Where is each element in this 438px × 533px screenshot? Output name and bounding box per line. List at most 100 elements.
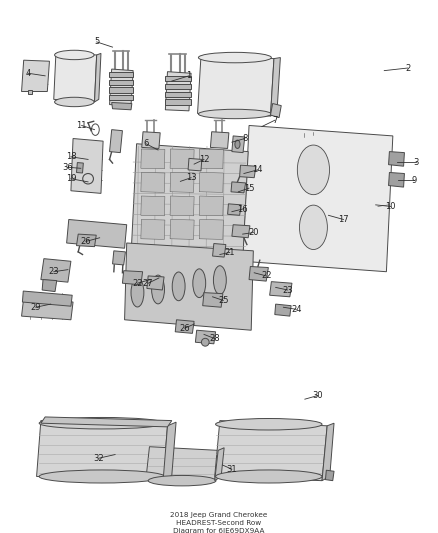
Polygon shape — [54, 53, 97, 102]
Text: 22: 22 — [132, 279, 143, 288]
Polygon shape — [21, 298, 73, 320]
Text: 28: 28 — [209, 334, 220, 343]
Polygon shape — [142, 132, 160, 149]
Ellipse shape — [297, 145, 329, 195]
Ellipse shape — [148, 475, 216, 486]
Polygon shape — [112, 102, 132, 110]
Polygon shape — [141, 196, 165, 216]
Polygon shape — [21, 60, 49, 92]
Polygon shape — [231, 182, 246, 193]
Text: 27: 27 — [143, 279, 153, 288]
Text: 29: 29 — [31, 303, 41, 312]
Text: 30: 30 — [312, 391, 323, 400]
Text: 18: 18 — [66, 152, 76, 161]
Text: 9: 9 — [412, 176, 417, 185]
Polygon shape — [389, 151, 404, 166]
Text: 22: 22 — [261, 271, 272, 280]
Polygon shape — [36, 421, 167, 480]
Polygon shape — [271, 103, 281, 118]
Polygon shape — [71, 139, 103, 193]
Polygon shape — [199, 220, 223, 239]
Ellipse shape — [215, 418, 322, 430]
Text: 5: 5 — [94, 37, 99, 46]
Ellipse shape — [235, 140, 240, 149]
Text: 19: 19 — [66, 174, 76, 183]
Polygon shape — [110, 130, 123, 152]
Polygon shape — [249, 266, 268, 281]
Polygon shape — [41, 259, 71, 282]
Polygon shape — [325, 470, 334, 481]
Polygon shape — [198, 56, 274, 116]
Polygon shape — [170, 196, 194, 216]
Text: 1: 1 — [186, 71, 191, 80]
Text: 31: 31 — [226, 465, 237, 474]
Text: 11: 11 — [76, 121, 87, 130]
Text: 32: 32 — [93, 454, 104, 463]
Ellipse shape — [152, 275, 165, 304]
Text: 6: 6 — [143, 139, 149, 148]
Polygon shape — [170, 220, 194, 239]
Polygon shape — [163, 422, 176, 480]
Polygon shape — [95, 53, 101, 102]
Polygon shape — [240, 165, 256, 177]
Polygon shape — [147, 276, 164, 290]
Polygon shape — [146, 447, 218, 481]
Polygon shape — [188, 158, 202, 171]
Ellipse shape — [193, 269, 206, 297]
Polygon shape — [165, 92, 191, 97]
Polygon shape — [110, 69, 133, 106]
Text: 26: 26 — [81, 237, 91, 246]
Ellipse shape — [198, 52, 272, 63]
Polygon shape — [42, 280, 57, 292]
Ellipse shape — [172, 272, 185, 301]
Text: 3: 3 — [414, 158, 419, 166]
Text: 13: 13 — [186, 173, 196, 182]
Polygon shape — [212, 244, 226, 257]
Polygon shape — [41, 417, 172, 427]
Polygon shape — [141, 173, 165, 192]
Polygon shape — [77, 163, 83, 173]
Text: 26: 26 — [179, 324, 190, 333]
Polygon shape — [67, 220, 127, 248]
Text: 17: 17 — [338, 215, 349, 224]
Polygon shape — [215, 448, 224, 481]
Text: 24: 24 — [291, 305, 301, 314]
Text: 8: 8 — [242, 134, 247, 143]
Text: 14: 14 — [252, 165, 263, 174]
Polygon shape — [165, 76, 191, 81]
Text: 36: 36 — [62, 163, 73, 172]
Polygon shape — [210, 132, 229, 149]
Polygon shape — [389, 173, 404, 187]
Polygon shape — [170, 173, 194, 192]
Ellipse shape — [198, 109, 272, 119]
Ellipse shape — [55, 97, 94, 107]
Ellipse shape — [201, 338, 209, 346]
Polygon shape — [270, 281, 292, 297]
Polygon shape — [109, 79, 133, 85]
Polygon shape — [109, 71, 133, 77]
Polygon shape — [28, 90, 32, 94]
Polygon shape — [109, 95, 133, 100]
Polygon shape — [77, 234, 96, 247]
Text: 2: 2 — [405, 63, 410, 72]
Ellipse shape — [39, 417, 165, 429]
Ellipse shape — [55, 50, 94, 60]
Polygon shape — [165, 84, 191, 89]
Polygon shape — [131, 144, 248, 264]
Polygon shape — [199, 196, 223, 216]
Ellipse shape — [39, 470, 165, 483]
Polygon shape — [141, 220, 165, 239]
Polygon shape — [232, 136, 245, 152]
Text: 23: 23 — [283, 286, 293, 295]
Ellipse shape — [300, 205, 327, 249]
Polygon shape — [166, 71, 191, 111]
Text: 4: 4 — [25, 69, 31, 78]
Polygon shape — [22, 291, 72, 306]
Polygon shape — [165, 99, 191, 104]
Ellipse shape — [131, 278, 144, 307]
Text: 23: 23 — [49, 267, 59, 276]
Ellipse shape — [213, 266, 226, 294]
Polygon shape — [124, 243, 253, 330]
Text: 15: 15 — [244, 184, 254, 192]
Polygon shape — [203, 293, 223, 307]
